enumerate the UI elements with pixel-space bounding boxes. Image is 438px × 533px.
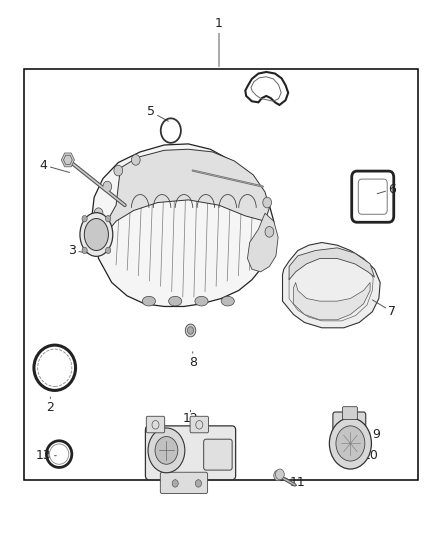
Polygon shape [64, 155, 72, 165]
FancyBboxPatch shape [146, 416, 165, 433]
Polygon shape [289, 248, 374, 280]
Ellipse shape [80, 213, 113, 256]
FancyBboxPatch shape [190, 416, 208, 433]
Circle shape [106, 247, 111, 254]
Polygon shape [61, 153, 74, 167]
Circle shape [82, 247, 87, 254]
Circle shape [276, 469, 284, 480]
Text: 5: 5 [147, 106, 168, 122]
Circle shape [114, 165, 123, 176]
Polygon shape [247, 213, 278, 272]
Circle shape [103, 181, 112, 192]
Circle shape [274, 470, 283, 481]
Circle shape [94, 240, 103, 251]
Ellipse shape [169, 296, 182, 306]
Text: 2: 2 [46, 397, 54, 414]
FancyBboxPatch shape [343, 407, 357, 419]
Circle shape [106, 215, 111, 222]
Circle shape [155, 437, 178, 464]
Circle shape [131, 155, 140, 165]
FancyBboxPatch shape [160, 472, 208, 494]
Polygon shape [283, 243, 380, 328]
Polygon shape [107, 149, 269, 232]
Polygon shape [92, 144, 274, 306]
Text: 13: 13 [36, 449, 57, 462]
Text: 10: 10 [353, 449, 378, 462]
Ellipse shape [142, 296, 155, 306]
Ellipse shape [221, 296, 234, 306]
Circle shape [336, 426, 365, 461]
Ellipse shape [84, 219, 109, 251]
Text: 4: 4 [40, 159, 70, 173]
Circle shape [172, 480, 178, 487]
Circle shape [94, 208, 103, 219]
Text: 3: 3 [68, 244, 102, 257]
Text: 7: 7 [372, 300, 396, 318]
Text: 8: 8 [189, 352, 197, 369]
FancyBboxPatch shape [333, 412, 366, 434]
Circle shape [185, 324, 196, 337]
Circle shape [187, 327, 194, 334]
Text: 9: 9 [366, 428, 381, 441]
Circle shape [329, 418, 371, 469]
Bar [24, 69, 418, 480]
Text: 1: 1 [215, 18, 223, 67]
Circle shape [148, 428, 185, 473]
Circle shape [263, 197, 272, 208]
Circle shape [82, 215, 87, 222]
Text: 12: 12 [183, 410, 198, 425]
FancyBboxPatch shape [145, 426, 236, 480]
Text: 11: 11 [285, 476, 306, 489]
Text: 6: 6 [377, 183, 396, 196]
Circle shape [195, 480, 201, 487]
Circle shape [265, 227, 274, 237]
Ellipse shape [195, 296, 208, 306]
FancyBboxPatch shape [204, 439, 232, 470]
Polygon shape [293, 282, 370, 320]
